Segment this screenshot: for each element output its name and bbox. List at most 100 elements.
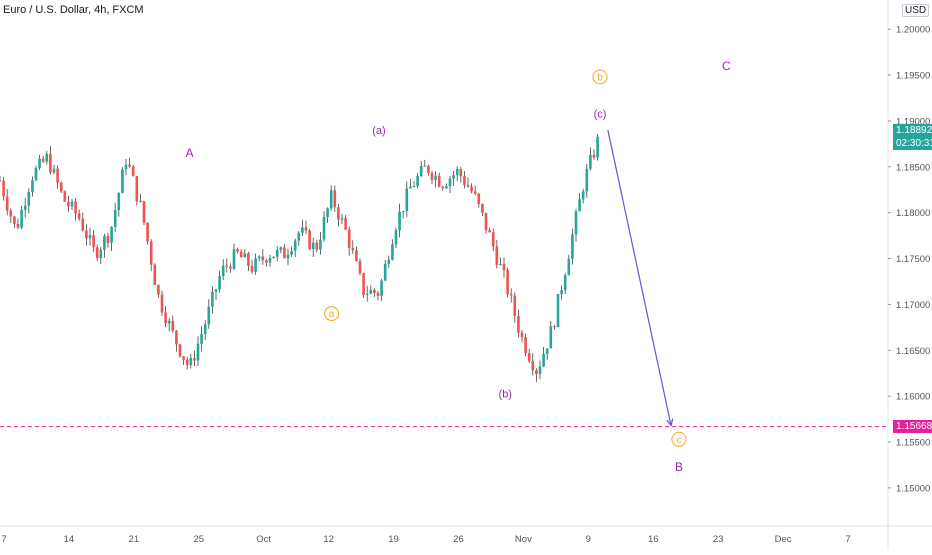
y-tick-label: 1.20000 — [896, 25, 930, 36]
projection-layer — [607, 129, 674, 427]
candle-body — [524, 337, 527, 354]
candle-body — [398, 211, 401, 231]
candle-body — [369, 289, 373, 294]
candle-body — [85, 230, 88, 239]
wave-label: C — [722, 59, 731, 73]
candle-body — [437, 175, 441, 187]
candle-body — [506, 270, 509, 295]
candle-body — [178, 344, 182, 357]
candle-body — [149, 241, 153, 265]
candle-body — [322, 217, 326, 240]
candle-body — [513, 295, 517, 317]
candle-body — [135, 176, 139, 202]
candle-body — [538, 366, 542, 375]
candle-body — [452, 175, 455, 179]
candle-body — [589, 154, 592, 169]
projection-arrow-line — [607, 129, 672, 426]
y-tick-label: 1.17000 — [896, 300, 930, 311]
candle-body — [31, 180, 34, 192]
candle-body — [585, 168, 589, 192]
candle-body — [574, 211, 578, 235]
candle-body — [473, 191, 477, 194]
candle-body — [16, 223, 20, 228]
x-tick-label: 21 — [129, 534, 140, 545]
candle-body — [232, 249, 236, 269]
candle-body — [358, 261, 362, 274]
candle-body — [164, 312, 167, 324]
x-tick-label: 9 — [586, 534, 591, 545]
candle-body — [563, 275, 567, 291]
candle-body — [329, 190, 333, 209]
y-tick-label: 1.18500 — [896, 162, 930, 173]
candle-body — [517, 316, 520, 333]
candle-body — [560, 290, 563, 295]
candle-body — [581, 191, 585, 200]
candle-body — [531, 361, 535, 371]
candle-body — [470, 186, 473, 192]
candle-body — [419, 166, 423, 177]
candle-body — [596, 136, 599, 158]
candle-body — [430, 173, 434, 180]
y-tick-label: 1.17500 — [896, 254, 930, 265]
candle-body — [239, 251, 243, 258]
projection-arrowhead — [666, 418, 674, 427]
candle-body — [272, 256, 275, 259]
candle-body — [146, 222, 149, 242]
candle-body — [95, 247, 99, 259]
wave-label-circle — [324, 306, 340, 322]
candle-body — [290, 250, 293, 255]
candle-body — [383, 263, 387, 281]
wave-label: A — [185, 146, 193, 160]
currency-badge[interactable]: USD — [902, 4, 930, 17]
candle-body — [41, 158, 45, 162]
candle-body — [88, 235, 92, 239]
time-axis-layer: 7 14 21 25 Oct 12 19 26 Nov 9 16 23 Dec 7 — [1, 534, 850, 545]
candle-body — [5, 196, 9, 211]
candle-body — [535, 370, 538, 375]
candle-body — [405, 188, 409, 212]
candle-body — [283, 247, 286, 259]
candle-body — [13, 216, 16, 224]
candle-body — [445, 186, 448, 189]
candle-body — [488, 230, 491, 233]
candle-body — [52, 168, 56, 173]
wave-label-circle — [671, 431, 687, 447]
candle-body — [49, 153, 52, 173]
candle-body — [250, 265, 254, 272]
candle-body — [391, 244, 394, 260]
x-tick-label: 23 — [713, 534, 724, 545]
wave-label: B — [675, 460, 683, 474]
x-tick-label: Nov — [515, 534, 532, 545]
candle-body — [121, 169, 124, 194]
candle-body — [214, 289, 218, 292]
candle-body — [139, 201, 142, 203]
x-tick-label: 26 — [453, 534, 464, 545]
candle-body — [56, 168, 59, 183]
candle-body — [347, 229, 351, 248]
candle-body — [236, 249, 239, 252]
candle-body — [196, 343, 200, 361]
candle-body — [434, 175, 437, 180]
candle-body — [254, 258, 257, 272]
x-tick-label: 7 — [1, 534, 6, 545]
y-tick-label: 1.19500 — [896, 71, 930, 82]
candle-body — [351, 247, 355, 251]
y-tick-label: 1.18000 — [896, 208, 930, 219]
candle-body — [344, 218, 347, 230]
x-tick-label: 19 — [388, 534, 399, 545]
candle-body — [265, 260, 268, 263]
candle-body — [502, 264, 506, 271]
target-price-tag: 1.15668 — [893, 419, 932, 433]
candle-body — [340, 218, 344, 220]
wave-labels-layer: A (a) a (b) (c) b Cc B — [185, 59, 731, 474]
candle-body — [74, 201, 77, 214]
candle-body — [333, 190, 337, 208]
candle-body — [110, 226, 113, 243]
wave-label: c — [676, 435, 681, 446]
candle-body — [373, 289, 376, 293]
candle-body — [124, 164, 128, 170]
candle-body — [365, 293, 369, 295]
candle-body — [401, 211, 405, 213]
